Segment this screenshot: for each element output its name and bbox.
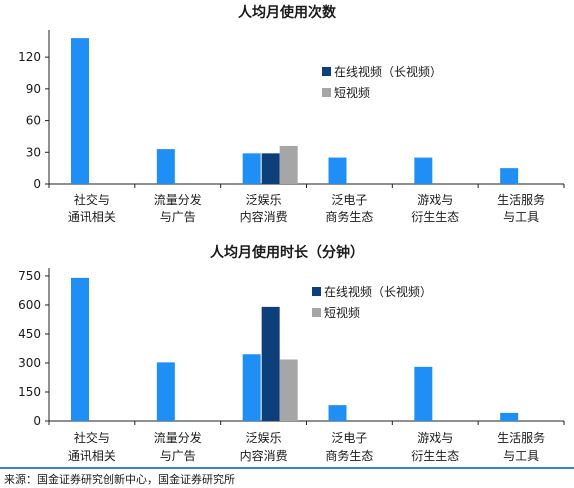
y-tick-label-1: 30 — [26, 145, 41, 159]
chart-title-2: 人均月使用时长（分钟） — [210, 244, 364, 261]
chart-title-1: 人均月使用次数 — [238, 4, 337, 21]
legend-label-short-video: 短视频 — [324, 305, 360, 320]
category-label-1: 通讯相关 — [68, 210, 116, 224]
category-label-2: 通讯相关 — [68, 449, 116, 463]
y-tick-label-2: 750 — [18, 269, 41, 283]
category-label-1: 泛娱乐 — [246, 193, 282, 207]
bar-primary-1 — [328, 157, 347, 184]
y-tick-label-2: 450 — [18, 327, 41, 341]
category-label-1: 内容消费 — [240, 209, 288, 224]
y-tick-label-2: 150 — [18, 385, 41, 399]
y-tick-label-1: 0 — [33, 177, 41, 191]
category-label-2: 衍生生态 — [411, 449, 459, 463]
legend-label-online-video: 在线视频（长视频） — [334, 64, 442, 79]
legend-swatch-short-video — [322, 88, 331, 97]
category-label-2: 泛娱乐 — [246, 431, 282, 445]
category-label-1: 流量分发 — [154, 192, 202, 207]
source-text: 来源：国金证券研究创新中心，国金证券研究所 — [4, 473, 235, 486]
category-label-2: 内容消费 — [240, 448, 288, 463]
legend-swatch-online-video — [312, 287, 321, 296]
bar-primary-2 — [414, 366, 433, 421]
category-label-2: 泛电子 — [331, 431, 367, 445]
y-tick-label-1: 120 — [18, 50, 41, 64]
category-label-1: 商务生态 — [325, 209, 373, 224]
category-label-1: 生活服务 — [497, 192, 545, 207]
bar-primary-1 — [242, 153, 261, 184]
legend-label-short-video: 短视频 — [334, 85, 370, 100]
category-label-1: 与工具 — [503, 210, 539, 224]
y-tick-label-2: 600 — [18, 298, 41, 312]
y-tick-label-1: 90 — [26, 82, 41, 96]
category-label-2: 流量分发 — [154, 430, 202, 445]
bar-short-video-1 — [279, 145, 298, 184]
bar-online-video-2 — [261, 306, 280, 421]
bar-primary-2 — [328, 405, 347, 421]
bar-primary-1 — [500, 168, 519, 184]
legend-label-online-video: 在线视频（长视频） — [324, 284, 432, 299]
category-label-2: 与工具 — [503, 449, 539, 463]
bar-primary-2 — [242, 354, 261, 421]
bar-primary-1 — [71, 38, 89, 184]
category-label-1: 与广告 — [160, 210, 196, 224]
category-label-2: 社交与 — [74, 430, 110, 445]
y-tick-label-2: 0 — [33, 414, 41, 428]
bar-primary-1 — [414, 157, 433, 184]
bar-primary-2 — [156, 362, 175, 421]
source-footer: 来源：国金证券研究创新中心，国金证券研究所 — [0, 467, 574, 488]
category-label-1: 泛电子 — [331, 193, 367, 207]
bar-online-video-1 — [261, 153, 280, 184]
legend-swatch-short-video — [312, 308, 321, 317]
bar-primary-2 — [71, 277, 89, 421]
category-label-1: 游戏与 — [417, 193, 453, 207]
bar-short-video-2 — [279, 359, 298, 421]
category-label-2: 游戏与 — [417, 431, 453, 445]
legend-swatch-online-video — [322, 67, 331, 76]
category-label-2: 商务生态 — [325, 448, 373, 463]
y-tick-label-2: 300 — [18, 356, 41, 370]
bar-primary-1 — [156, 149, 175, 184]
y-tick-label-1: 60 — [26, 114, 41, 128]
category-label-1: 衍生生态 — [411, 210, 459, 224]
category-label-1: 社交与 — [74, 192, 110, 207]
bar-primary-2 — [500, 412, 519, 421]
category-label-2: 与广告 — [160, 449, 196, 463]
category-label-2: 生活服务 — [497, 430, 545, 445]
